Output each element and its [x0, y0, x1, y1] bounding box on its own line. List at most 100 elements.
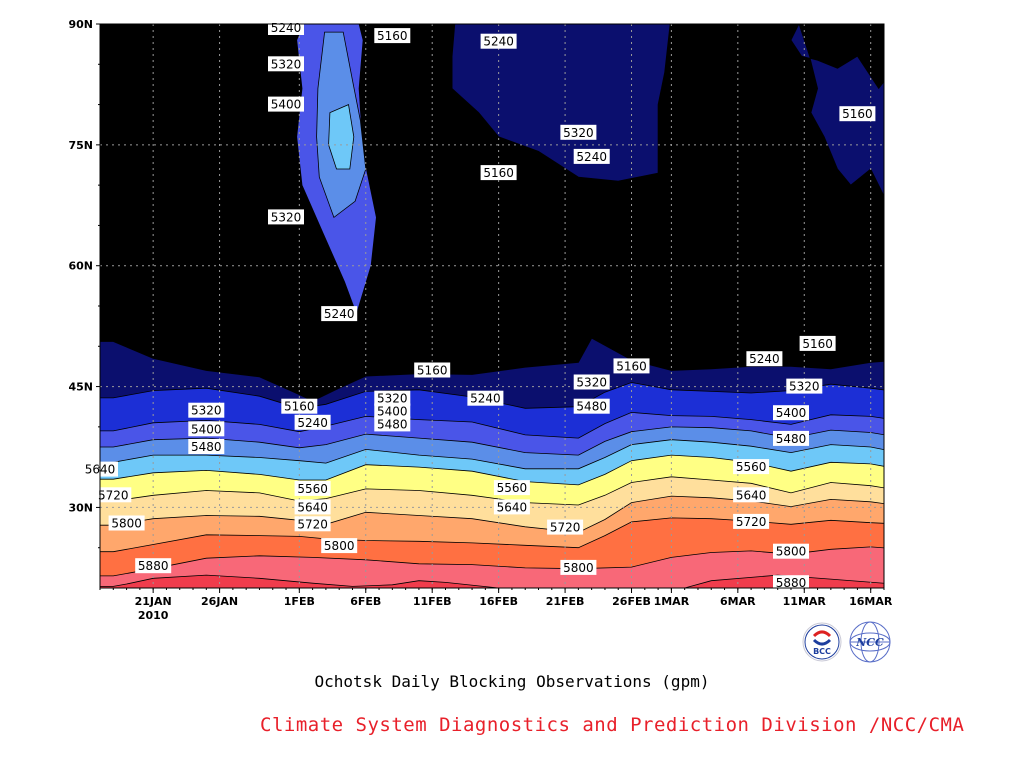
- contour-label-text: 5160: [802, 337, 833, 351]
- contour-label-box: [573, 398, 610, 414]
- contour-label-text: 5320: [377, 392, 408, 406]
- contour-label: 5640: [493, 499, 530, 515]
- x-tick-label: 1FEB: [284, 595, 315, 608]
- contour-label-box: [95, 487, 132, 503]
- contour-label-text: 5320: [191, 404, 222, 418]
- contour-label-box: [374, 416, 411, 432]
- contour-label: 5320: [573, 374, 610, 390]
- contour-label: 5480: [374, 416, 411, 432]
- bcc-logo-text: BCC: [813, 647, 831, 656]
- contour-label-text: 5320: [563, 126, 594, 140]
- contour-label-box: [467, 390, 504, 406]
- contour-label: 5160: [613, 358, 650, 374]
- chart-title: Ochotsk Daily Blocking Observations (gpm…: [314, 672, 710, 691]
- contour-label: 5880: [135, 558, 172, 574]
- contour-label-box: [374, 403, 411, 419]
- contour-label-box: [799, 335, 836, 351]
- contour-label-box: [733, 513, 770, 529]
- contour-label-box: [188, 439, 225, 454]
- y-tick-label: 60N: [68, 260, 93, 273]
- contour-label-text: 5160: [284, 400, 315, 414]
- contour-label-box: [493, 499, 530, 515]
- contour-label: 5480: [773, 430, 809, 446]
- contour-label-box: [294, 480, 331, 496]
- contour-label-box: [188, 421, 225, 437]
- contour-label-text: 5480: [576, 400, 607, 414]
- contour-label: 5480: [573, 398, 610, 414]
- contour-label-text: 5560: [497, 481, 528, 495]
- contour-label-box: [560, 124, 597, 140]
- x-tick-label: 21FEB: [546, 595, 585, 608]
- contour-label: 5720: [733, 513, 770, 529]
- contour-label-box: [321, 538, 358, 554]
- contour-label-box: [188, 402, 225, 418]
- contour-label: 5400: [773, 405, 809, 421]
- contour-label-box: [733, 459, 770, 475]
- contour-label-box: [480, 33, 517, 49]
- contour-label: 5240: [746, 351, 783, 367]
- contour-label-text: 5240: [324, 307, 355, 321]
- contour-label-box: [773, 575, 809, 591]
- contour-label: 5720: [294, 516, 331, 532]
- contour-label: 5400: [188, 421, 225, 437]
- contour-label-text: 5400: [191, 422, 222, 436]
- x-tick-label: 1MAR: [654, 595, 690, 608]
- contour-label-text: 5400: [776, 406, 807, 420]
- logos: BCC NCC: [800, 620, 900, 664]
- contour-bands: [100, 24, 884, 588]
- contour-label-box: [268, 56, 304, 72]
- contour-band-5080: [100, 24, 884, 402]
- contour-label: 5400: [374, 403, 411, 419]
- contour-label: 5160: [414, 362, 451, 378]
- ncc-logo-text: NCC: [855, 636, 884, 649]
- contour-label-box: [786, 378, 823, 394]
- contour-label-text: 5320: [576, 376, 607, 390]
- contour-label: 5800: [108, 515, 145, 531]
- contour-label-box: [294, 499, 331, 515]
- contour-label: 5160: [281, 398, 318, 414]
- contour-label-text: 5160: [842, 107, 873, 121]
- contour-label-text: 5640: [497, 500, 528, 514]
- contour-label-text: 5240: [749, 352, 780, 366]
- bcc-logo: BCC: [802, 622, 842, 662]
- x-tick-label: 6FEB: [350, 595, 381, 608]
- contour-label: 5480: [188, 439, 225, 454]
- contour-label: 5160: [480, 165, 517, 181]
- contour-label-text: 5720: [550, 521, 581, 535]
- contour-label-text: 5800: [111, 517, 142, 531]
- y-axis: 30N 45N 60N 75N 90N: [68, 18, 100, 549]
- contour-label-box: [839, 106, 876, 122]
- contour-label-text: 5400: [271, 98, 302, 112]
- contour-label: 5320: [786, 378, 823, 394]
- contour-label: 5880: [773, 575, 809, 591]
- contour-label-text: 5320: [789, 380, 820, 394]
- y-tick-label: 75N: [68, 139, 93, 152]
- contour-label-box: [374, 28, 411, 44]
- x-tick-label: 26JAN: [201, 595, 238, 608]
- contour-label-text: 5800: [324, 539, 355, 553]
- x-tick-label: 16FEB: [479, 595, 518, 608]
- contour-label: 5320: [268, 209, 304, 225]
- contour-label-box: [108, 515, 145, 531]
- contour-label-text: 5640: [736, 488, 767, 502]
- contour-label-box: [773, 430, 809, 446]
- contour-label: 5240: [467, 390, 504, 406]
- gridlines: [100, 23, 884, 588]
- contour-label-box: [573, 148, 610, 164]
- contour-label-text: 5240: [297, 416, 328, 430]
- contour-label-box: [773, 405, 809, 421]
- contour-label: 5720: [547, 519, 584, 535]
- contour-label-text: 5480: [377, 417, 408, 431]
- contour-label-text: 5640: [297, 500, 328, 514]
- contour-label-text: 5160: [417, 364, 448, 378]
- contour-label-text: 5720: [736, 515, 767, 529]
- contour-label: 5800: [560, 559, 597, 575]
- contour-features: [296, 24, 884, 316]
- y-tick-label: 90N: [68, 18, 93, 31]
- contour-label-text: 5240: [470, 392, 501, 406]
- contour-label-box: [560, 559, 597, 575]
- x-tick-sublabel: 2010: [138, 609, 169, 622]
